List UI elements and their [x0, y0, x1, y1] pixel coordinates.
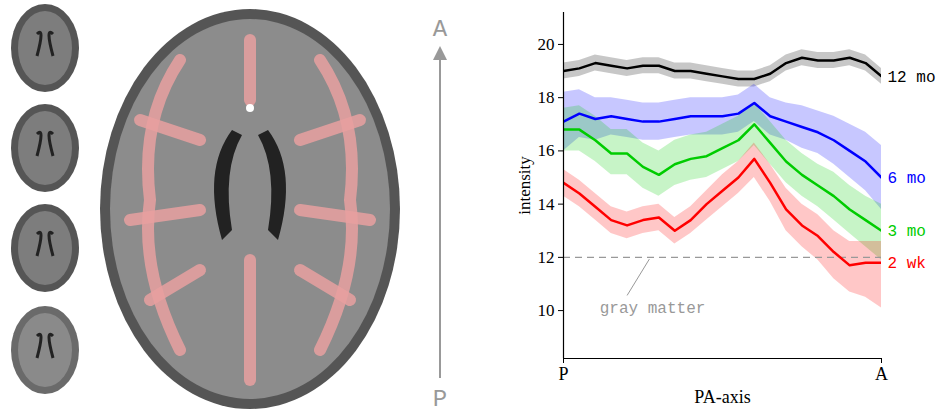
- svg-text:18: 18: [538, 88, 555, 107]
- svg-text:3 mo: 3 mo: [888, 223, 926, 241]
- svg-text:A: A: [433, 16, 448, 43]
- svg-text:12: 12: [538, 248, 555, 267]
- svg-text:10: 10: [538, 301, 555, 320]
- svg-text:12 mo: 12 mo: [888, 68, 936, 86]
- svg-text:14: 14: [538, 195, 556, 214]
- svg-text:A: A: [875, 364, 888, 384]
- svg-text:P: P: [558, 364, 568, 384]
- svg-text:2 wk: 2 wk: [888, 255, 926, 273]
- svg-text:20: 20: [538, 35, 555, 54]
- svg-text:P: P: [433, 386, 447, 413]
- svg-text:gray matter: gray matter: [600, 300, 706, 318]
- svg-text:PA-axis: PA-axis: [694, 387, 750, 407]
- svg-text:6 mo: 6 mo: [888, 170, 926, 188]
- svg-text:intensity: intensity: [515, 156, 534, 215]
- svg-text:16: 16: [538, 141, 555, 160]
